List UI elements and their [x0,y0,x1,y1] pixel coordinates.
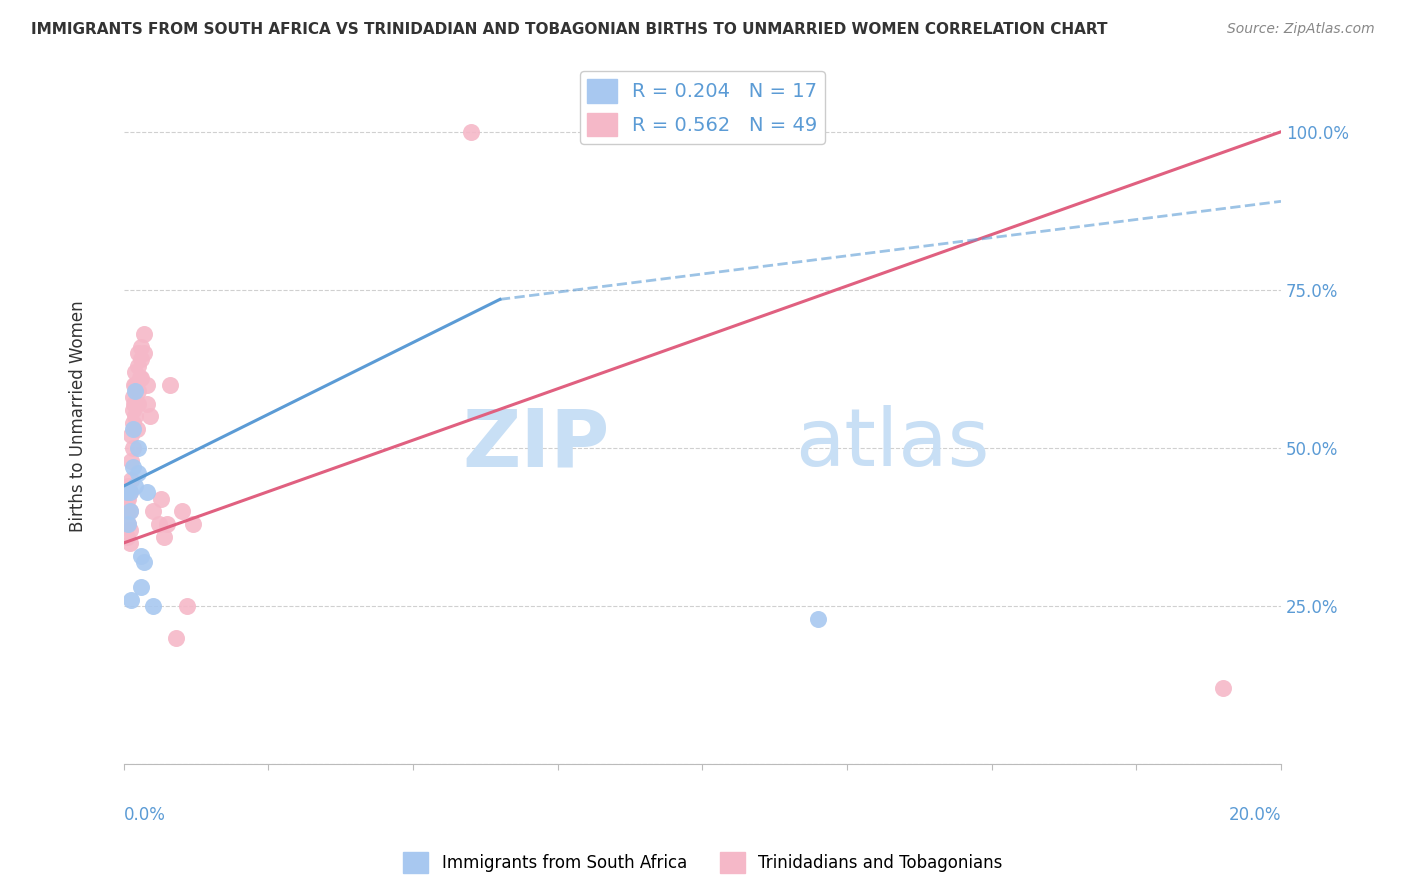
Point [118,504,141,518]
Point [129,340,152,354]
Point [176,599,198,614]
Point [115,504,138,518]
Point [117,516,139,531]
Point [120,592,142,607]
Point [117,491,139,506]
Point [120,473,142,487]
Text: Births to Unmarried Women: Births to Unmarried Women [69,301,87,533]
Point [120,453,142,467]
Point [129,580,152,594]
Point [124,409,146,424]
Point [127,384,149,398]
Text: IMMIGRANTS FROM SOUTH AFRICA VS TRINIDADIAN AND TOBAGONIAN BIRTHS TO UNMARRIED W: IMMIGRANTS FROM SOUTH AFRICA VS TRINIDAD… [31,22,1108,37]
Point [127,467,149,481]
Point [129,371,152,385]
Point [117,516,139,531]
Text: atlas: atlas [794,405,990,483]
Point [121,460,143,475]
Point [118,523,141,537]
Point [124,384,146,398]
Point [181,516,204,531]
Text: ZIP: ZIP [463,405,610,483]
Point [1212,681,1234,696]
Point [153,530,176,544]
Text: Source: ZipAtlas.com: Source: ZipAtlas.com [1227,22,1375,37]
Point [129,352,152,367]
Point [121,391,143,405]
Point [156,516,179,531]
Point [115,491,138,506]
Point [124,479,146,493]
Point [150,491,173,506]
Point [132,327,155,342]
Point [115,485,138,500]
Point [121,416,143,430]
Point [136,397,159,411]
Point [127,441,149,455]
Point [129,549,152,563]
Point [132,555,155,569]
Point [118,536,141,550]
Point [460,125,482,139]
Legend: Immigrants from South Africa, Trinidadians and Tobagonians: Immigrants from South Africa, Trinidadia… [396,846,1010,880]
Point [165,631,187,645]
Point [122,397,145,411]
Point [122,377,145,392]
Point [115,530,138,544]
Point [132,346,155,360]
Point [121,441,143,455]
Point [117,479,139,493]
Point [118,485,141,500]
Point [124,397,146,411]
Point [139,409,162,424]
Text: 20.0%: 20.0% [1229,806,1281,824]
Point [148,516,170,531]
Point [129,371,152,385]
Point [136,377,159,392]
Point [142,599,165,614]
Point [127,346,149,360]
Point [121,403,143,417]
Point [124,365,146,379]
Point [127,397,149,411]
Point [118,485,141,500]
Point [124,377,146,392]
Point [125,422,148,436]
Legend: R = 0.204   N = 17, R = 0.562   N = 49: R = 0.204 N = 17, R = 0.562 N = 49 [579,71,825,144]
Point [159,377,181,392]
Point [127,359,149,373]
Point [136,485,159,500]
Point [118,504,141,518]
Point [807,612,830,626]
Text: 0.0%: 0.0% [124,806,166,824]
Point [170,504,193,518]
Point [121,422,143,436]
Point [142,504,165,518]
Point [120,428,142,442]
